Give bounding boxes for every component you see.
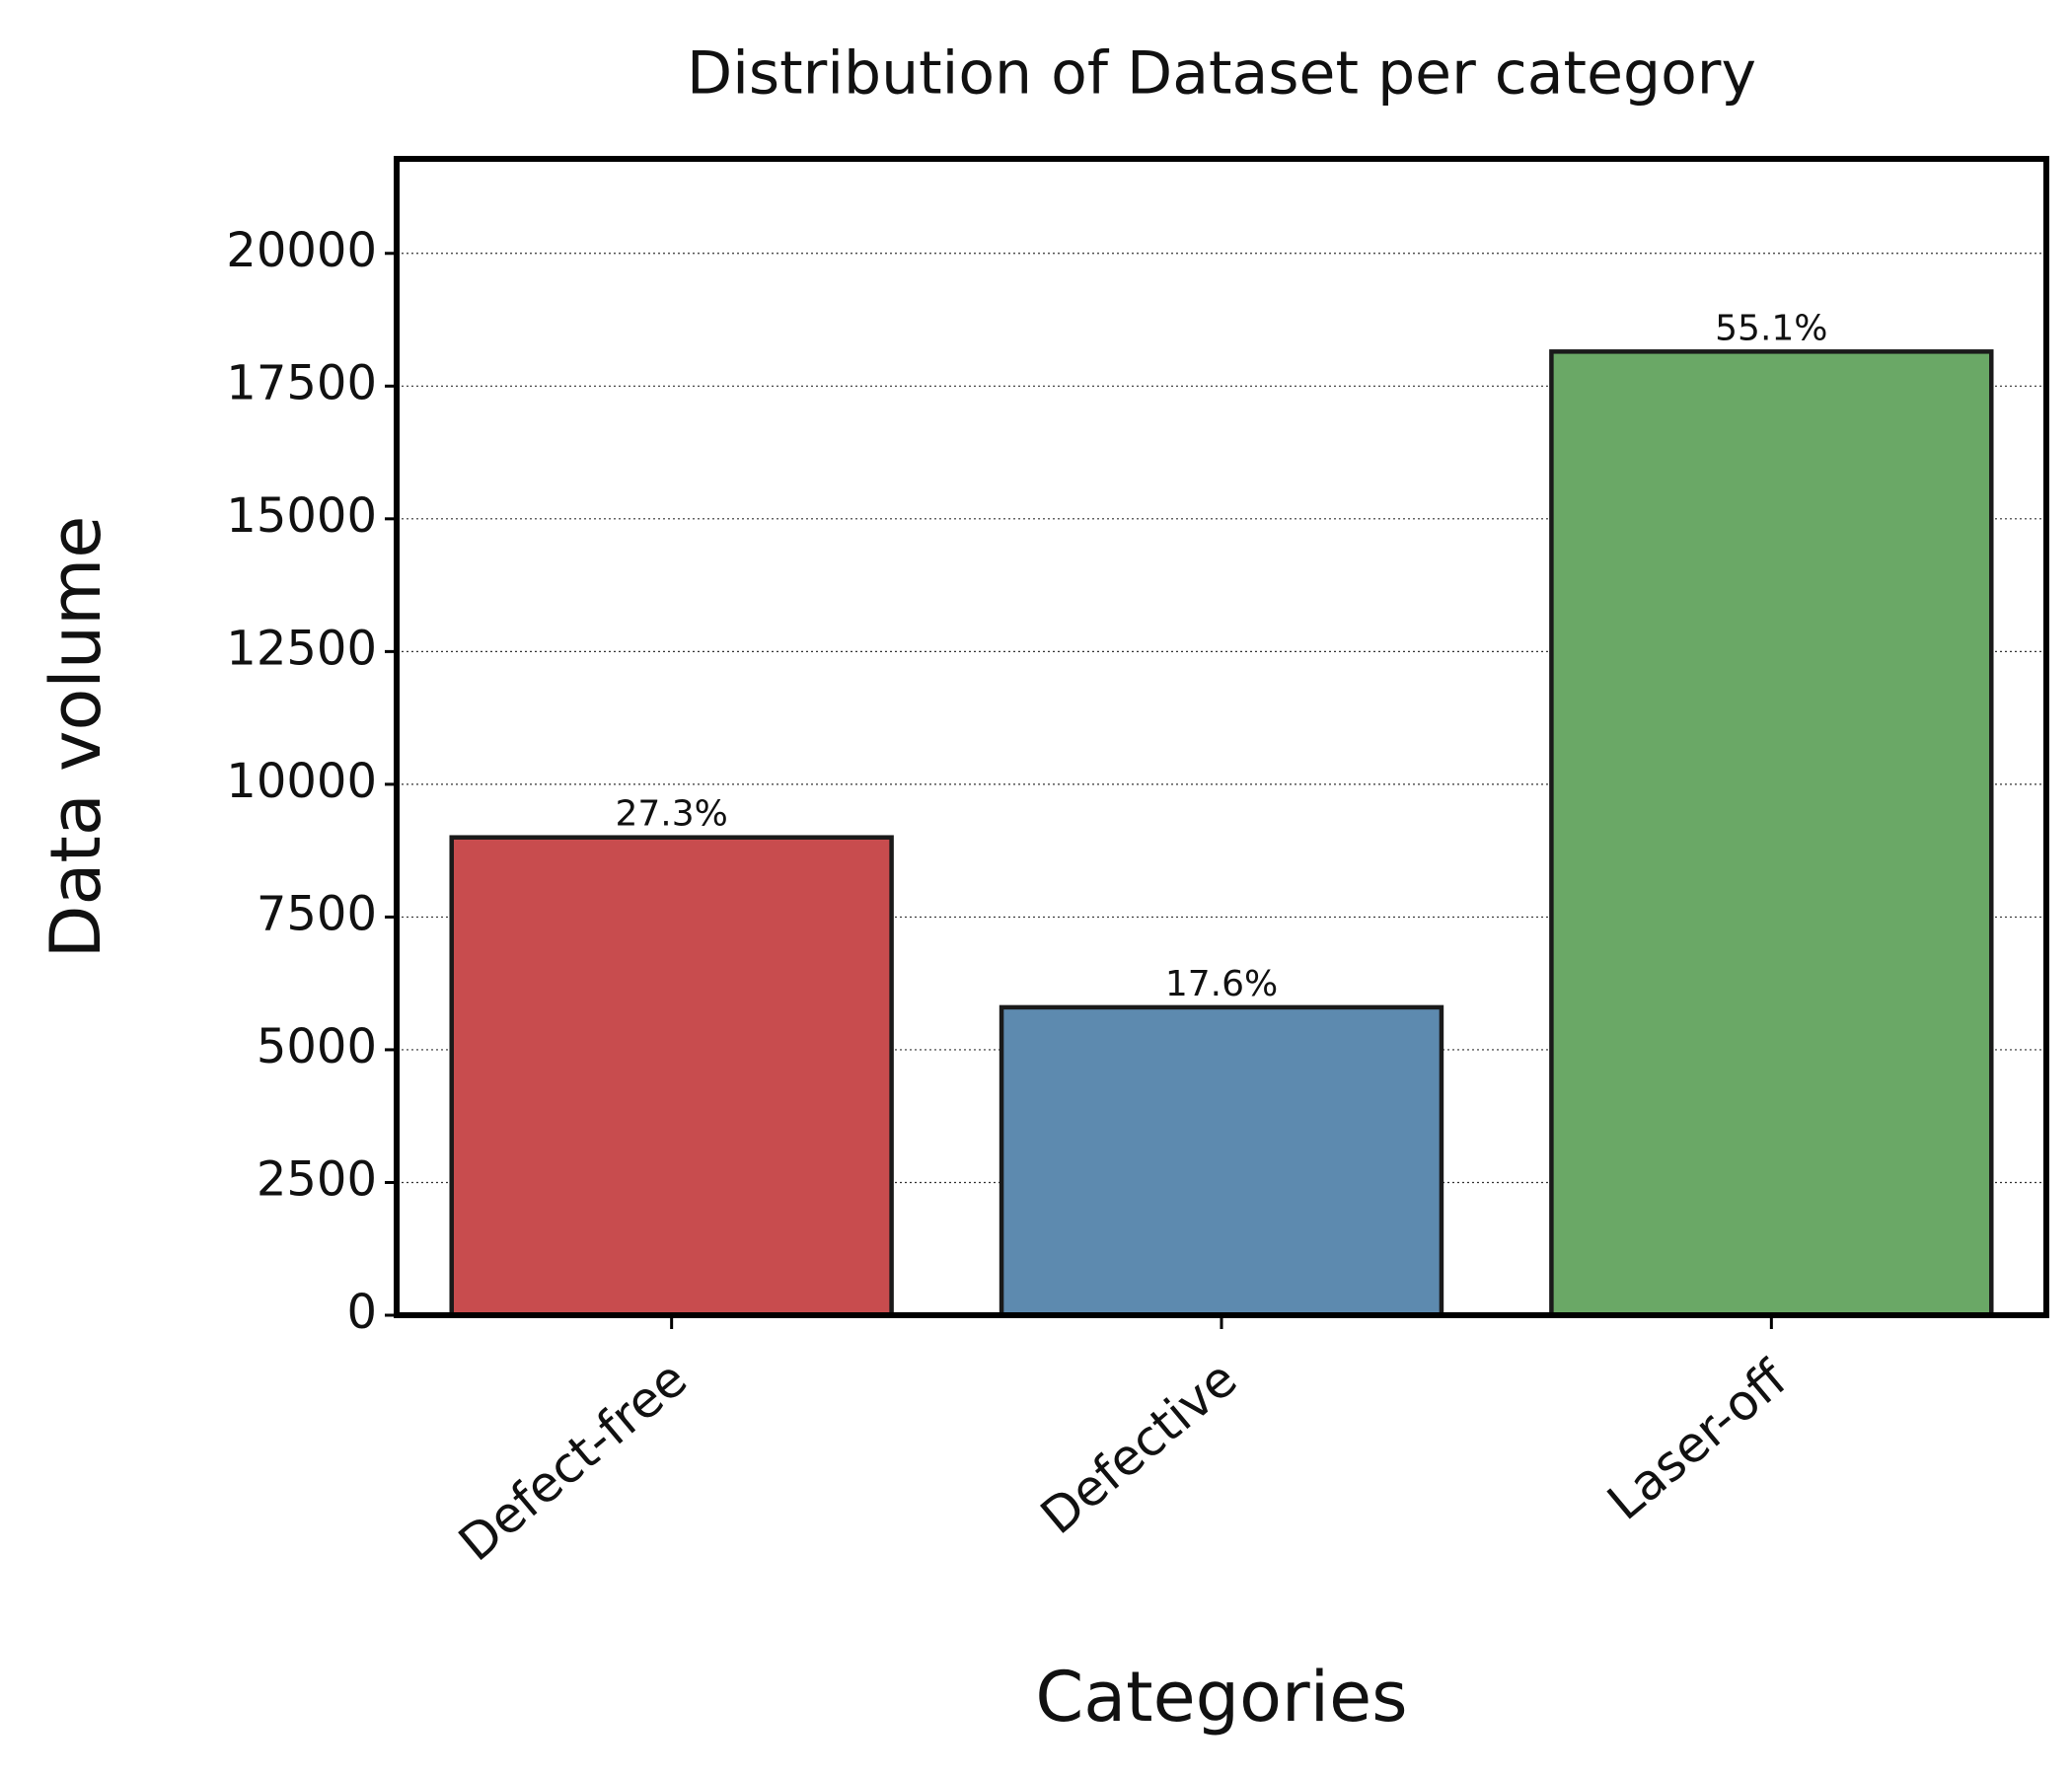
- y-tick-label: 15000: [226, 488, 377, 544]
- y-axis-label: Data volume: [36, 516, 116, 959]
- data-label: 55.1%: [1715, 308, 1827, 348]
- y-tick-label: 7500: [257, 886, 377, 941]
- bar: [1549, 349, 1994, 1318]
- x-tick-label: Defective: [1030, 1350, 1247, 1545]
- y-tick-label: 5000: [257, 1019, 377, 1074]
- y-tick-label: 0: [346, 1285, 377, 1340]
- data-label: 27.3%: [615, 794, 727, 835]
- y-tick-label: 20000: [226, 223, 377, 278]
- x-axis-label: Categories: [1035, 1657, 1407, 1738]
- bar: [999, 1004, 1444, 1318]
- x-tick-label: Laser-off: [1596, 1349, 1798, 1531]
- y-tick-label: 10000: [226, 754, 377, 809]
- plot-frame: [394, 156, 2049, 1318]
- data-label: 17.6%: [1165, 964, 1278, 1004]
- y-tick-label: 2500: [257, 1151, 377, 1207]
- y-tick-label: 17500: [226, 355, 377, 410]
- x-tick-label: Defect-free: [448, 1350, 698, 1572]
- chart-title: Distribution of Dataset per category: [687, 39, 1756, 109]
- y-tick-label: 12500: [226, 621, 377, 676]
- bar: [449, 835, 894, 1318]
